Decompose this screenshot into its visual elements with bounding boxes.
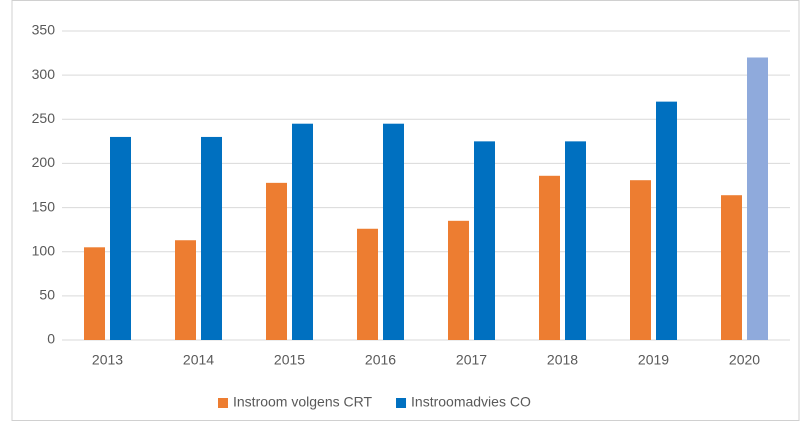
- y-tick-label: 300: [32, 66, 56, 82]
- bar: [721, 195, 742, 340]
- y-tick-label: 100: [32, 242, 56, 258]
- legend-label: Instroom volgens CRT: [233, 394, 372, 410]
- bar: [292, 123, 313, 340]
- bar: [747, 57, 768, 340]
- x-tick-label: 2016: [365, 352, 396, 368]
- bar: [84, 247, 105, 340]
- y-tick-label: 200: [32, 154, 56, 170]
- bar: [539, 175, 560, 340]
- bar: [110, 136, 131, 340]
- y-tick-label: 350: [32, 22, 56, 38]
- bar: [175, 240, 196, 340]
- y-tick-label: 150: [32, 198, 56, 214]
- x-tick-label: 2015: [274, 352, 305, 368]
- bar: [383, 123, 404, 340]
- legend-label: Instroomadvies CO: [411, 394, 531, 410]
- y-tick-label: 250: [32, 110, 56, 126]
- bar: [565, 141, 586, 340]
- x-tick-label: 2018: [547, 352, 578, 368]
- bar: [630, 180, 651, 340]
- x-tick-label: 2014: [183, 352, 214, 368]
- bar: [474, 141, 495, 340]
- y-tick-label: 50: [39, 287, 55, 303]
- x-tick-label: 2013: [92, 352, 123, 368]
- legend-swatch: [218, 398, 228, 408]
- bar: [656, 101, 677, 340]
- bar: [266, 182, 287, 340]
- bar: [201, 136, 222, 340]
- legend-swatch: [396, 398, 407, 408]
- bar: [448, 220, 469, 340]
- x-tick-label: 2019: [638, 352, 669, 368]
- x-tick-label: 2017: [456, 352, 487, 368]
- y-tick-label: 0: [47, 331, 55, 347]
- x-tick-label: 2020: [729, 352, 760, 368]
- bar: [357, 228, 378, 340]
